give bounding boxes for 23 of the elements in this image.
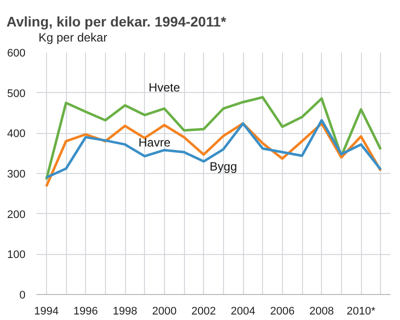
y-tick-label: 300 xyxy=(7,168,26,180)
y-tick-label: 200 xyxy=(7,208,26,221)
x-tick-label: 2008 xyxy=(309,306,334,318)
y-tick-label: 400 xyxy=(7,128,26,140)
series-label: Hvete xyxy=(148,80,180,95)
y-tick-label: 500 xyxy=(7,88,26,100)
x-tick-label: 1996 xyxy=(73,306,98,318)
x-tick-label: 2006 xyxy=(270,306,295,318)
x-tick-label: 2000 xyxy=(152,306,177,318)
x-tick-label: 2004 xyxy=(230,306,256,318)
y-tick-label: 0 xyxy=(19,290,26,302)
x-tick-label: 2010* xyxy=(346,306,376,318)
series-label: Bygg xyxy=(210,159,238,174)
x-tick-label: 1994 xyxy=(34,306,59,318)
series-label: Havre xyxy=(138,136,171,150)
y-tick-label: 100 xyxy=(7,249,26,262)
x-tick-label: 1998 xyxy=(112,306,138,318)
line-series xyxy=(45,119,382,179)
line-series xyxy=(45,96,382,181)
y-axis-title: Kg per dekar xyxy=(38,30,108,44)
y-tick-label: 600 xyxy=(7,48,26,60)
chart-title: Avling, kilo per dekar. 1994-2011* xyxy=(6,14,227,30)
x-tick-label: 2002 xyxy=(191,306,216,318)
